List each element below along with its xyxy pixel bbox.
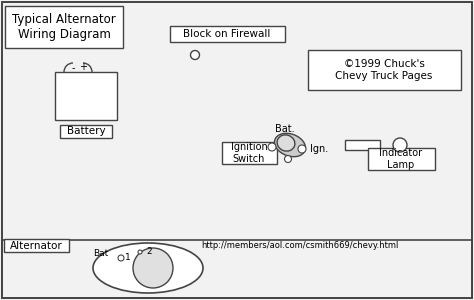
Bar bbox=[55, 72, 117, 120]
Circle shape bbox=[138, 250, 142, 254]
Bar bbox=[170, 26, 285, 42]
Text: Ignition
Switch: Ignition Switch bbox=[231, 142, 267, 164]
Text: Bat.: Bat. bbox=[275, 124, 295, 134]
Text: Alternator: Alternator bbox=[9, 241, 63, 251]
Circle shape bbox=[133, 248, 173, 288]
Text: +: + bbox=[79, 62, 87, 72]
Bar bbox=[345, 140, 380, 150]
Text: Ign.: Ign. bbox=[310, 144, 328, 154]
Text: Bat: Bat bbox=[93, 250, 109, 259]
Bar bbox=[308, 50, 461, 90]
Bar bbox=[368, 148, 435, 170]
Ellipse shape bbox=[274, 133, 306, 157]
Text: http://members/aol.com/csmith669/chevy.html: http://members/aol.com/csmith669/chevy.h… bbox=[201, 242, 399, 250]
Text: -: - bbox=[71, 63, 75, 73]
Circle shape bbox=[284, 155, 292, 163]
Text: Typical Alternator
Wiring Diagram: Typical Alternator Wiring Diagram bbox=[12, 13, 116, 41]
Circle shape bbox=[118, 255, 124, 261]
Text: Indicator
Lamp: Indicator Lamp bbox=[380, 148, 422, 170]
Circle shape bbox=[191, 50, 200, 59]
Ellipse shape bbox=[277, 135, 295, 151]
Bar bbox=[4, 239, 69, 252]
Ellipse shape bbox=[93, 243, 203, 293]
Circle shape bbox=[393, 138, 407, 152]
Bar bbox=[5, 6, 123, 48]
Text: ©1999 Chuck's
Chevy Truck Pages: ©1999 Chuck's Chevy Truck Pages bbox=[335, 59, 433, 81]
Bar bbox=[2, 240, 472, 298]
Text: Battery: Battery bbox=[67, 126, 105, 136]
Bar bbox=[222, 142, 277, 164]
Text: 1: 1 bbox=[125, 254, 131, 262]
Circle shape bbox=[298, 145, 306, 153]
Text: Block on Firewall: Block on Firewall bbox=[183, 29, 271, 39]
Bar bbox=[60, 125, 112, 138]
Circle shape bbox=[268, 143, 276, 151]
Text: 2: 2 bbox=[146, 248, 152, 256]
